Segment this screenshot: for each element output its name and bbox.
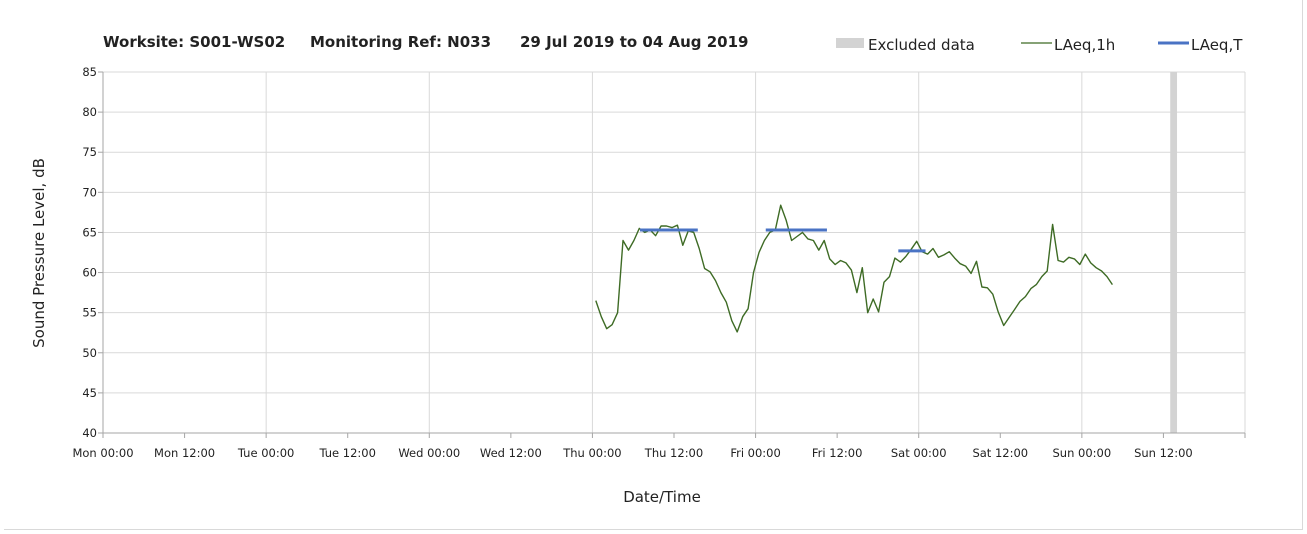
axes: 40 45 50 55 60 65 70 75 80 85 Mon 00:00 Mon 12:00 Tu… xyxy=(72,65,1246,460)
x-tick-label: Sat 12:00 xyxy=(972,446,1028,460)
y-tick-label: 55 xyxy=(82,306,97,320)
x-axis-title: Date/Time xyxy=(623,488,701,506)
legend-excluded-label: Excluded data xyxy=(868,36,975,54)
x-tick-label: Wed 12:00 xyxy=(480,446,542,460)
x-tick-label: Wed 00:00 xyxy=(398,446,460,460)
chart-frame xyxy=(4,0,1303,530)
y-tick-label: 65 xyxy=(82,225,97,239)
monitoring-ref-title: Monitoring Ref: N033 xyxy=(310,33,491,51)
x-tick-label: Tue 00:00 xyxy=(237,446,294,460)
y-tick-label: 75 xyxy=(82,145,97,159)
x-tick-label: Sun 12:00 xyxy=(1134,446,1193,460)
y-tick-label: 40 xyxy=(82,426,97,440)
x-tick-label: Fri 00:00 xyxy=(730,446,781,460)
y-tick-label: 70 xyxy=(82,185,97,199)
y-tick-label: 45 xyxy=(82,386,97,400)
series xyxy=(595,204,1113,333)
gridlines xyxy=(103,71,1246,433)
x-tick-label: Thu 12:00 xyxy=(644,446,703,460)
laeq-1h-line xyxy=(595,204,1113,333)
worksite-title: Worksite: S001-WS02 xyxy=(103,33,285,51)
y-axis-title: Sound Pressure Level, dB xyxy=(30,158,48,348)
legend-laeq-1h-label: LAeq,1h xyxy=(1054,36,1115,54)
x-tick-label: Fri 12:00 xyxy=(812,446,863,460)
y-tick-label: 60 xyxy=(82,266,97,280)
legend-laeq-t-label: LAeq,T xyxy=(1191,36,1243,54)
excluded-band xyxy=(1170,72,1178,433)
y-tick-label: 50 xyxy=(82,346,97,360)
x-tick-label: Sat 00:00 xyxy=(891,446,947,460)
y-tick-label: 80 xyxy=(82,105,97,119)
x-tick-label: Thu 00:00 xyxy=(562,446,621,460)
legend-excluded-swatch xyxy=(836,38,864,48)
legend: Excluded data LAeq,1h LAeq,T xyxy=(836,36,1243,54)
x-tick-label: Mon 00:00 xyxy=(72,446,133,460)
x-tick-label: Tue 12:00 xyxy=(318,446,375,460)
date-range-title: 29 Jul 2019 to 04 Aug 2019 xyxy=(520,33,748,51)
y-tick-label: 85 xyxy=(82,65,97,79)
excluded-bands xyxy=(1170,72,1178,433)
x-tick-label: Sun 00:00 xyxy=(1053,446,1112,460)
x-tick-label: Mon 12:00 xyxy=(154,446,215,460)
